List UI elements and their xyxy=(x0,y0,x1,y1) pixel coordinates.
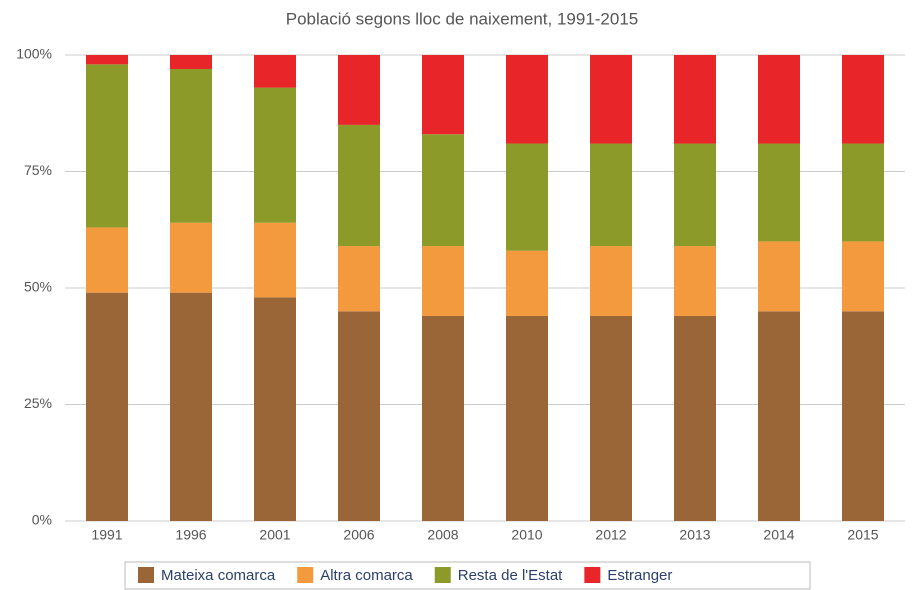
y-tick-label: 75% xyxy=(24,162,52,178)
bar-segment xyxy=(338,124,380,247)
bar-segment xyxy=(170,68,212,223)
bar-segment xyxy=(254,222,296,298)
x-tick-label: 2012 xyxy=(595,527,626,543)
bar-segment xyxy=(842,143,884,242)
legend-swatch xyxy=(434,567,451,583)
bar-segment xyxy=(338,55,380,125)
bar-segment xyxy=(506,143,548,251)
bar-segment xyxy=(422,315,464,521)
bar-segment xyxy=(506,55,548,144)
x-tick-label: 2001 xyxy=(259,527,290,543)
bar-segment xyxy=(506,315,548,521)
bar-segment xyxy=(254,87,296,223)
bar-segment xyxy=(590,315,632,521)
x-tick-label: 2010 xyxy=(511,527,542,543)
bar-segment xyxy=(758,241,800,312)
bar-segment xyxy=(506,250,548,316)
bar-segment xyxy=(170,55,212,69)
bar-segment xyxy=(758,55,800,144)
bar-segment xyxy=(254,55,296,88)
bar-segment xyxy=(338,246,380,312)
legend-swatch xyxy=(297,567,314,583)
bar-segment xyxy=(254,297,296,521)
x-tick-label: 1991 xyxy=(91,527,122,543)
chart-title: Població segons lloc de naixement, 1991-… xyxy=(286,9,639,28)
bar-segment xyxy=(758,143,800,242)
bar-segment xyxy=(842,241,884,312)
y-tick-label: 0% xyxy=(32,512,52,528)
bar-segment xyxy=(590,246,632,316)
x-tick-label: 2013 xyxy=(679,527,710,543)
y-tick-label: 25% xyxy=(24,395,52,411)
bar-segment xyxy=(674,55,716,144)
legend-label: Altra comarca xyxy=(320,567,413,584)
bar-segment xyxy=(86,64,128,228)
bar-segment xyxy=(590,55,632,144)
bar-segment xyxy=(422,246,464,316)
bar-segment xyxy=(86,55,128,65)
bar-segment xyxy=(842,311,884,521)
bar-segment xyxy=(86,227,128,293)
bar-segment xyxy=(590,143,632,247)
x-tick-label: 1996 xyxy=(175,527,206,543)
legend-label: Resta de l'Estat xyxy=(458,567,563,584)
x-tick-label: 2006 xyxy=(343,527,374,543)
x-tick-label: 2015 xyxy=(847,527,878,543)
legend-swatch xyxy=(138,567,154,583)
bar-segment xyxy=(758,311,800,521)
bar-segment xyxy=(422,55,464,135)
x-tick-label: 2008 xyxy=(427,527,458,543)
legend-box xyxy=(124,561,811,590)
legend-label: Mateixa comarca xyxy=(161,567,276,584)
bar-segment xyxy=(422,134,464,247)
y-tick-label: 100% xyxy=(16,46,52,62)
bar-segment xyxy=(842,55,884,144)
bar-segment xyxy=(338,311,380,521)
y-tick-label: 50% xyxy=(24,279,52,295)
legend-label: Estranger xyxy=(607,567,672,584)
bar-segment xyxy=(170,222,212,293)
bar-segment xyxy=(674,315,716,521)
x-tick-label: 2014 xyxy=(763,527,794,543)
bar-segment xyxy=(86,292,128,521)
legend-swatch xyxy=(584,567,601,583)
bar-segment xyxy=(170,292,212,521)
bar-segment xyxy=(674,246,716,316)
bar-segment xyxy=(674,143,716,247)
